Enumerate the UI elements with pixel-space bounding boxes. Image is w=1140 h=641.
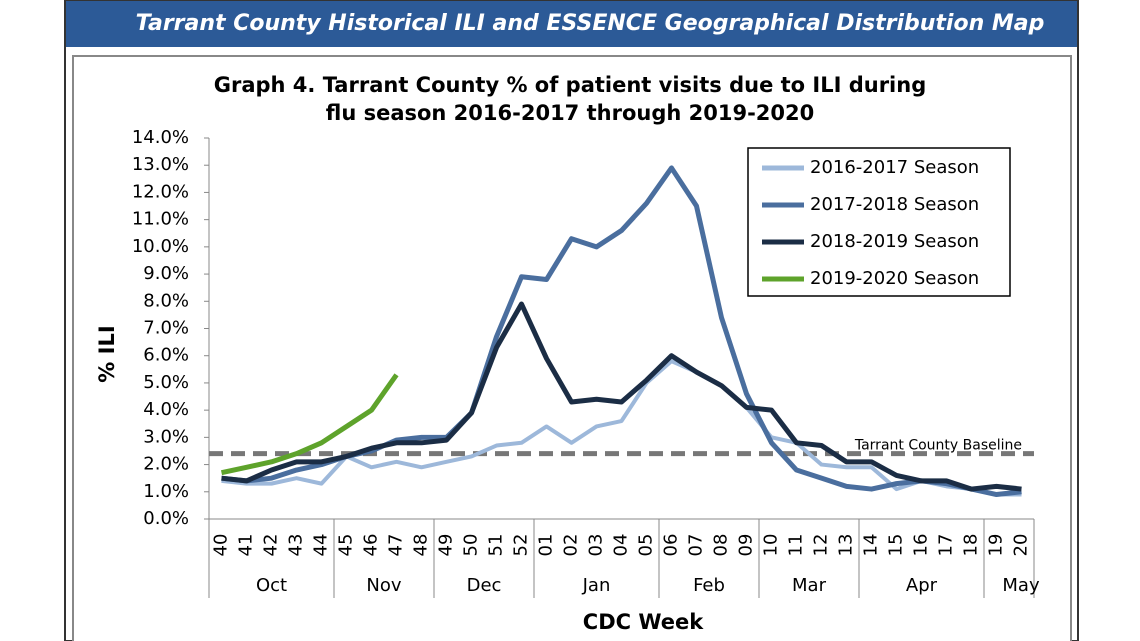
x-tick-label: 43 [286,534,307,557]
x-tick-label: 11 [786,534,807,557]
legend-label: 2018-2019 Season [810,231,979,252]
y-tick-label: 8.0% [143,290,189,311]
x-tick-label: 07 [686,534,707,557]
x-tick-label: 19 [986,534,1007,557]
y-tick-label: 9.0% [143,263,189,284]
legend-label: 2016-2017 Season [810,157,979,178]
month-label: Mar [792,575,827,596]
x-tick-label: 06 [661,534,682,557]
x-tick-label: 08 [711,534,732,557]
y-tick-label: 6.0% [143,345,189,366]
x-tick-label: 45 [336,534,357,557]
x-tick-label: 44 [311,534,332,557]
month-label: May [1002,575,1040,596]
x-tick-label: 47 [386,534,407,557]
month-label: Feb [693,575,725,596]
x-tick-label: 51 [486,534,507,557]
chart-title: Graph 4. Tarrant County % of patient vis… [214,73,927,97]
series-line [221,301,1022,492]
x-tick-label: 04 [611,534,632,557]
y-tick-label: 13.0% [132,154,189,175]
baseline-label: Tarrant County Baseline [854,438,1022,454]
y-axis-label: % ILI [95,325,119,382]
x-tick-label: 50 [461,534,482,557]
y-tick-label: 7.0% [143,318,189,339]
month-label: Apr [906,575,938,596]
x-tick-label: 10 [761,534,782,557]
series-line [220,373,399,476]
y-tick-label: 5.0% [143,372,189,393]
x-tick-label: 09 [736,534,757,557]
x-tick-label: 03 [586,534,607,557]
y-tick-label: 12.0% [132,181,189,202]
x-tick-label: 14 [861,534,882,557]
x-tick-label: 12 [811,534,832,557]
y-tick-label: 10.0% [132,236,189,257]
x-tick-label: 13 [836,534,857,557]
month-label: Dec [467,575,502,596]
header-title: Tarrant County Historical ILI and ESSENC… [136,11,1045,36]
y-tick-label: 14.0% [132,127,189,148]
x-tick-label: 17 [936,534,957,557]
x-tick-label: 42 [261,534,282,557]
x-tick-label: 41 [236,534,257,557]
chart-title: flu season 2016-2017 through 2019-2020 [326,101,814,125]
month-label: Nov [366,575,401,596]
x-tick-label: 01 [536,534,557,557]
y-tick-label: 2.0% [143,454,189,475]
x-axis-label: CDC Week [583,610,704,634]
x-tick-label: 40 [211,534,232,557]
x-tick-label: 02 [561,534,582,557]
x-tick-label: 46 [361,534,382,557]
header-bar [66,1,1077,47]
y-tick-label: 4.0% [143,399,189,420]
month-label: Oct [256,575,287,596]
x-tick-label: 20 [1011,534,1032,557]
month-label: Jan [582,575,611,596]
y-tick-label: 3.0% [143,426,189,447]
x-tick-label: 48 [411,534,432,557]
y-tick-label: 1.0% [143,481,189,502]
x-tick-label: 05 [636,534,657,557]
x-tick-label: 49 [436,534,457,557]
x-tick-label: 18 [961,534,982,557]
x-tick-label: 15 [886,534,907,557]
x-tick-label: 16 [911,534,932,557]
legend-box [747,147,1011,297]
legend-label: 2019-2020 Season [810,268,979,289]
legend-label: 2017-2018 Season [810,194,979,215]
series-line [221,359,1022,497]
y-tick-label: 11.0% [132,209,189,230]
x-tick-label: 52 [511,534,532,557]
y-tick-label: 0.0% [143,508,189,529]
